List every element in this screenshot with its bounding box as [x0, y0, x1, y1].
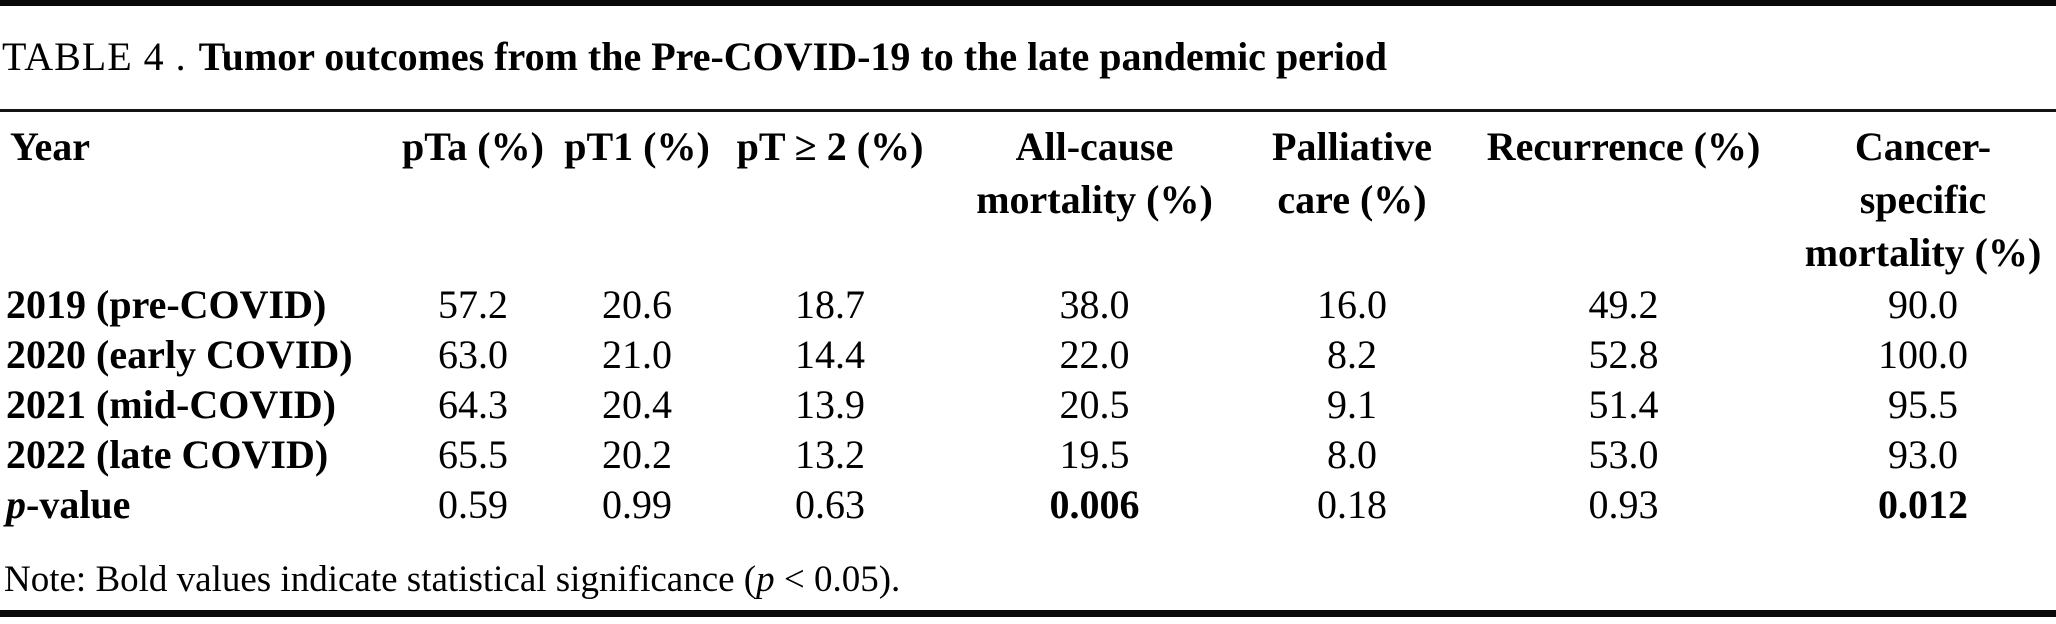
cell-value: 53.0 [1588, 431, 1659, 477]
column-header-pt2plus: pT ≥ 2 (%) [736, 124, 924, 169]
cell-value: 0.59 [438, 481, 508, 527]
cell-value: 57.2 [438, 281, 508, 327]
table-row: 2020 (early COVID) 63.0 21.0 14.4 22.0 8… [0, 329, 2056, 379]
table-row: 2019 (pre-COVID) 57.2 20.6 18.7 38.0 16.… [0, 279, 2056, 329]
cell-value: 13.2 [795, 431, 865, 477]
column-header-palliative-care: Palliative care (%) [1272, 124, 1432, 222]
p-value-label-rest: -value [26, 481, 131, 527]
cell-value: 95.5 [1888, 381, 1958, 427]
cell-value: 14.4 [795, 331, 865, 377]
header-row: Year pTa (%) pT1 (%) pT ≥ 2 (%) All-caus… [0, 112, 2056, 279]
cell-value: 0.63 [795, 481, 865, 527]
cell-value-significant: 0.012 [1878, 481, 1968, 527]
table-bottom-rule [0, 610, 2056, 617]
table-caption: TABLE 4 . Tumor outcomes from the Pre-COV… [2, 33, 2056, 81]
table-row: 2021 (mid-COVID) 64.3 20.4 13.9 20.5 9.1… [0, 379, 2056, 429]
cell-value: 0.99 [602, 481, 672, 527]
note-text-prefix: Note: Bold values indicate statistical s… [4, 559, 757, 600]
cell-value: 93.0 [1888, 431, 1958, 477]
cell-value: 63.0 [438, 331, 508, 377]
row-label-2021: 2021 (mid-COVID) [6, 381, 336, 427]
cell-value: 21.0 [602, 331, 672, 377]
column-header-recurrence: Recurrence (%) [1486, 124, 1761, 169]
table-top-rule [0, 0, 2056, 6]
table-note: Note: Bold values indicate statistical s… [4, 559, 2056, 601]
row-label-2019: 2019 (pre-COVID) [6, 281, 327, 327]
cell-value: 90.0 [1888, 281, 1958, 327]
row-label-p-value: p-value [0, 479, 390, 529]
cell-value: 51.4 [1588, 381, 1659, 427]
cell-value: 38.0 [1059, 281, 1130, 327]
column-header-cancer-specific-mortality: Cancer- specific mortality (%) [1804, 124, 2042, 275]
cell-value: 9.1 [1327, 381, 1377, 427]
cell-value: 22.0 [1059, 331, 1130, 377]
p-value-italic-p: p [6, 481, 26, 527]
note-italic-p: p [756, 559, 775, 600]
cell-value: 18.7 [795, 281, 865, 327]
column-header-pta: pTa (%) [402, 124, 544, 169]
note-text-suffix: < 0.05). [774, 559, 901, 600]
table-title: Tumor outcomes from the Pre-COVID-19 to … [198, 34, 1388, 79]
table-row: 2022 (late COVID) 65.5 20.2 13.2 19.5 8.… [0, 429, 2056, 479]
cell-value: 65.5 [438, 431, 508, 477]
row-label-2022: 2022 (late COVID) [6, 431, 329, 477]
column-header-pt1: pT1 (%) [564, 124, 710, 169]
cell-value: 8.2 [1327, 331, 1377, 377]
column-header-all-cause-mortality: All-cause mortality (%) [976, 124, 1213, 222]
outcomes-table: Year pTa (%) pT1 (%) pT ≥ 2 (%) All-caus… [0, 112, 2056, 529]
table-number-label: TABLE 4 . [2, 34, 187, 79]
cell-value: 0.18 [1317, 481, 1387, 527]
cell-value: 20.5 [1059, 381, 1130, 427]
cell-value: 13.9 [795, 381, 865, 427]
cell-value: 52.8 [1588, 331, 1659, 377]
cell-value: 19.5 [1059, 431, 1130, 477]
column-header-year: Year [10, 124, 90, 169]
cell-value: 16.0 [1317, 281, 1387, 327]
cell-value: 64.3 [438, 381, 508, 427]
cell-value: 0.93 [1588, 481, 1659, 527]
cell-value: 49.2 [1588, 281, 1659, 327]
cell-value: 8.0 [1327, 431, 1377, 477]
cell-value: 20.6 [602, 281, 672, 327]
cell-value: 100.0 [1878, 331, 1968, 377]
cell-value-significant: 0.006 [1049, 481, 1140, 527]
cell-value: 20.4 [602, 381, 672, 427]
p-value-row: p-value 0.59 0.99 0.63 0.006 0.18 0.93 0… [0, 479, 2056, 529]
caption-separator-rule [0, 109, 2056, 112]
row-label-2020: 2020 (early COVID) [6, 331, 353, 377]
cell-value: 20.2 [602, 431, 672, 477]
